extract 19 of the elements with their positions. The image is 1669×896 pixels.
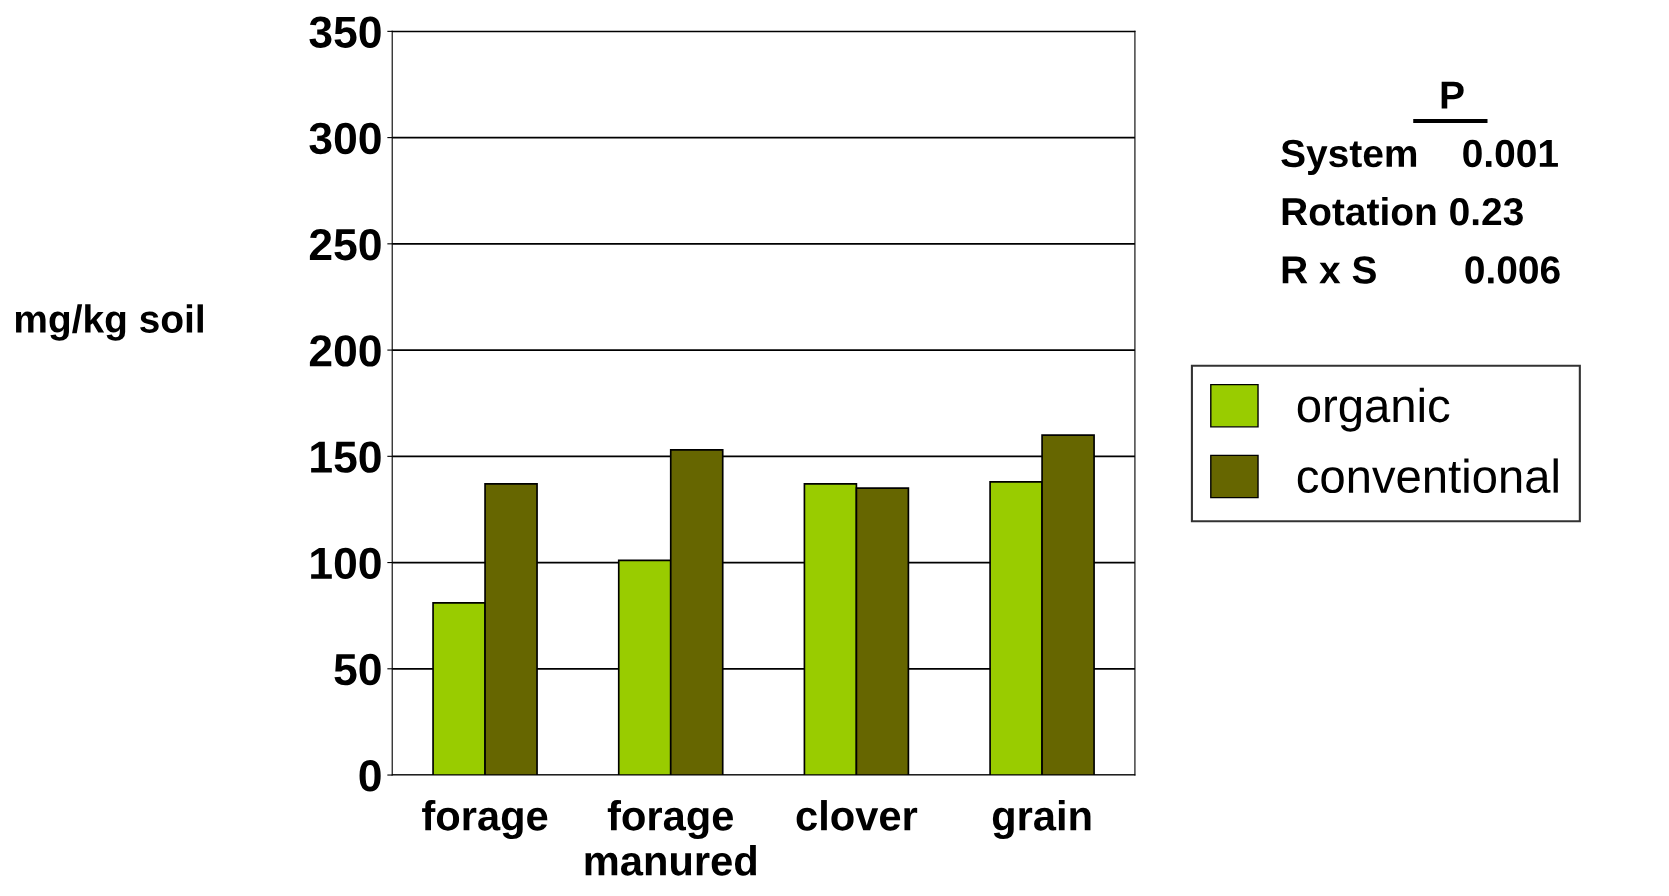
y-tick-label: 300 bbox=[309, 122, 381, 155]
text: Rotation 0.23 bbox=[1282, 196, 1523, 226]
x-tick-label: grain bbox=[992, 800, 1091, 840]
y-tick-label: 200 bbox=[309, 335, 381, 367]
legend-label: conventional bbox=[1297, 458, 1558, 494]
x-tick-label: clover bbox=[796, 800, 918, 831]
legend-label: organic bbox=[1297, 387, 1450, 432]
y-tick-label: 50 bbox=[334, 653, 381, 686]
y-tick-label: 150 bbox=[311, 441, 381, 473]
y-tick-label: 350 bbox=[309, 16, 381, 48]
y-axis-title: mg/kg soil bbox=[15, 304, 203, 341]
x-tick-label: forage bbox=[422, 800, 548, 840]
text: System 0.001 bbox=[1281, 139, 1558, 175]
y-tick-label: 250 bbox=[309, 228, 381, 261]
x-tick-label: forage manured bbox=[585, 800, 756, 876]
y-tick-label: 0 bbox=[359, 760, 381, 792]
text: P bbox=[1441, 81, 1464, 109]
y-tick-label: 100 bbox=[311, 547, 381, 580]
text: R x S 0.006 bbox=[1282, 256, 1560, 284]
